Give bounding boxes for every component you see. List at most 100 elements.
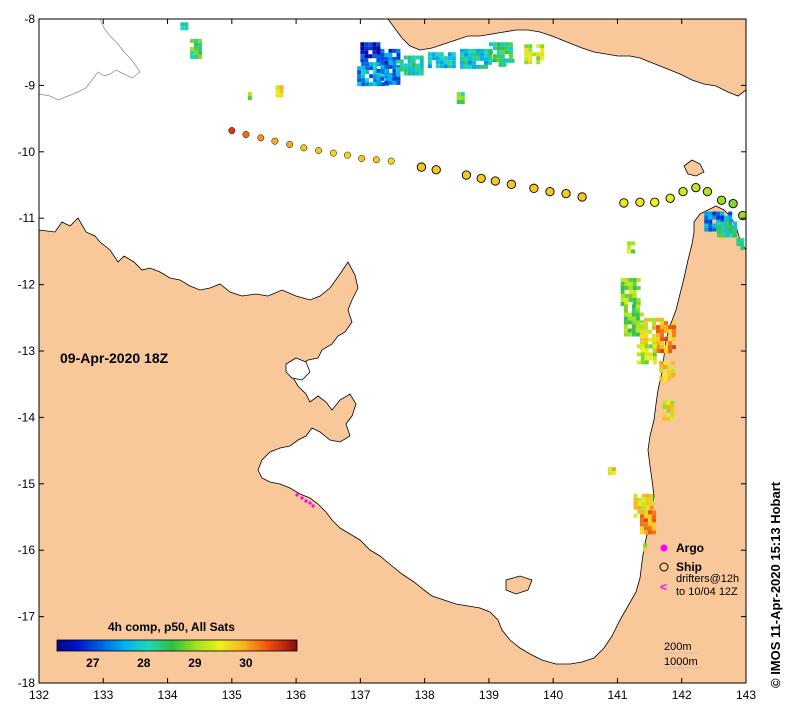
sst-cell bbox=[190, 46, 195, 51]
sst-cell bbox=[443, 60, 448, 65]
sst-cell bbox=[640, 352, 645, 357]
sst-cell bbox=[636, 344, 641, 349]
sst-cell bbox=[740, 242, 745, 247]
sst-cell bbox=[471, 60, 476, 65]
sst-cell bbox=[399, 63, 404, 68]
x-tick-label: 137 bbox=[350, 688, 370, 702]
sst-cell bbox=[651, 510, 656, 515]
sst-cell bbox=[740, 246, 745, 251]
sst-cell bbox=[357, 66, 362, 71]
y-tick-label: -13 bbox=[18, 344, 36, 358]
x-tick-label: 138 bbox=[415, 688, 435, 702]
sst-cell bbox=[451, 56, 456, 61]
sst-cell bbox=[463, 60, 468, 65]
sst-cell bbox=[528, 52, 533, 57]
sst-cell bbox=[740, 238, 745, 243]
sst-cell bbox=[384, 68, 389, 73]
sst-cell bbox=[372, 50, 377, 55]
sst-cell bbox=[487, 60, 492, 65]
sst-cell bbox=[672, 337, 677, 342]
sst-cell bbox=[184, 26, 189, 31]
sst-cell bbox=[388, 64, 393, 69]
sst-cell bbox=[479, 52, 484, 57]
sst-cell bbox=[415, 71, 420, 76]
sst-cell bbox=[670, 412, 675, 417]
sst-cell bbox=[651, 321, 656, 326]
sst-cell bbox=[467, 48, 472, 53]
sst-cell bbox=[633, 513, 638, 518]
sst-cell bbox=[498, 62, 503, 67]
x-axis: 132 133 134 135 136 137 138 139 140 141 142 143 bbox=[29, 19, 756, 702]
sst-cell bbox=[649, 493, 654, 498]
sst-cell bbox=[536, 60, 541, 65]
sst-cell bbox=[647, 518, 652, 523]
sst-cell bbox=[392, 80, 397, 85]
sst-cell bbox=[510, 58, 515, 63]
sst-cell bbox=[364, 42, 369, 47]
sst-cell bbox=[451, 60, 456, 65]
sst-cell bbox=[439, 60, 444, 65]
sst-cell bbox=[372, 46, 377, 51]
sst-cell bbox=[376, 50, 381, 55]
sst-cell bbox=[373, 70, 378, 75]
sst-cell bbox=[667, 364, 672, 369]
ship-observation bbox=[431, 165, 441, 175]
sst-cell bbox=[624, 297, 629, 302]
x-tick-label: 134 bbox=[158, 688, 178, 702]
sst-cell bbox=[628, 289, 633, 294]
sst-cell bbox=[632, 301, 637, 306]
sst-cell bbox=[662, 416, 667, 421]
sst-cell bbox=[275, 89, 280, 94]
sst-cell bbox=[384, 56, 389, 61]
sst-cell bbox=[411, 63, 416, 68]
sst-cell bbox=[439, 56, 444, 61]
sst-cell bbox=[672, 333, 677, 338]
sst-cell bbox=[447, 64, 452, 69]
sst-cell bbox=[631, 312, 636, 317]
sst-cell bbox=[668, 325, 673, 330]
sst-cell bbox=[627, 241, 632, 246]
sst-cell bbox=[384, 80, 389, 85]
sst-cell bbox=[392, 60, 397, 65]
sst-cell bbox=[180, 26, 185, 31]
sst-cell bbox=[415, 63, 420, 68]
sst-cell bbox=[659, 360, 664, 365]
sst-cell bbox=[528, 60, 533, 65]
sst-cell bbox=[492, 42, 497, 47]
sst-cell bbox=[360, 42, 365, 47]
date-label: 09-Apr-2020 18Z bbox=[60, 350, 169, 366]
legend-argo: Argo bbox=[676, 541, 704, 555]
colorbar-title: 4h comp, p50, All Sats bbox=[108, 620, 235, 634]
sst-cell bbox=[443, 64, 448, 69]
sst-cell bbox=[427, 64, 432, 69]
sst-cell bbox=[639, 514, 644, 519]
sst-cell bbox=[279, 93, 284, 98]
y-tick-label: -12 bbox=[18, 278, 36, 292]
sst-cell bbox=[656, 329, 661, 334]
sst-cell bbox=[651, 325, 656, 330]
sst-cell bbox=[376, 42, 381, 47]
ship-observation bbox=[716, 195, 727, 205]
sst-cell bbox=[198, 38, 203, 43]
y-tick-label: -9 bbox=[24, 78, 35, 92]
sst-cell bbox=[479, 56, 484, 61]
sst-cell bbox=[396, 56, 401, 61]
sst-cell bbox=[419, 67, 424, 72]
sst-cell bbox=[415, 55, 420, 60]
sst-cell bbox=[624, 281, 629, 286]
sst-cell bbox=[459, 56, 464, 61]
sst-cell bbox=[641, 493, 646, 498]
legend-1000m: 1000m bbox=[664, 656, 698, 668]
sst-cell bbox=[373, 78, 378, 83]
sst-cell bbox=[388, 76, 393, 81]
sst-cell bbox=[717, 229, 722, 234]
sst-cell bbox=[627, 332, 632, 337]
sst-cell bbox=[631, 308, 636, 313]
ship-observation bbox=[242, 131, 250, 138]
sst-cell bbox=[736, 242, 741, 247]
sst-cell bbox=[664, 345, 669, 350]
sst-cell bbox=[624, 293, 629, 298]
sst-cell bbox=[624, 277, 629, 282]
sst-cell bbox=[487, 52, 492, 57]
sst-cell bbox=[357, 82, 362, 87]
